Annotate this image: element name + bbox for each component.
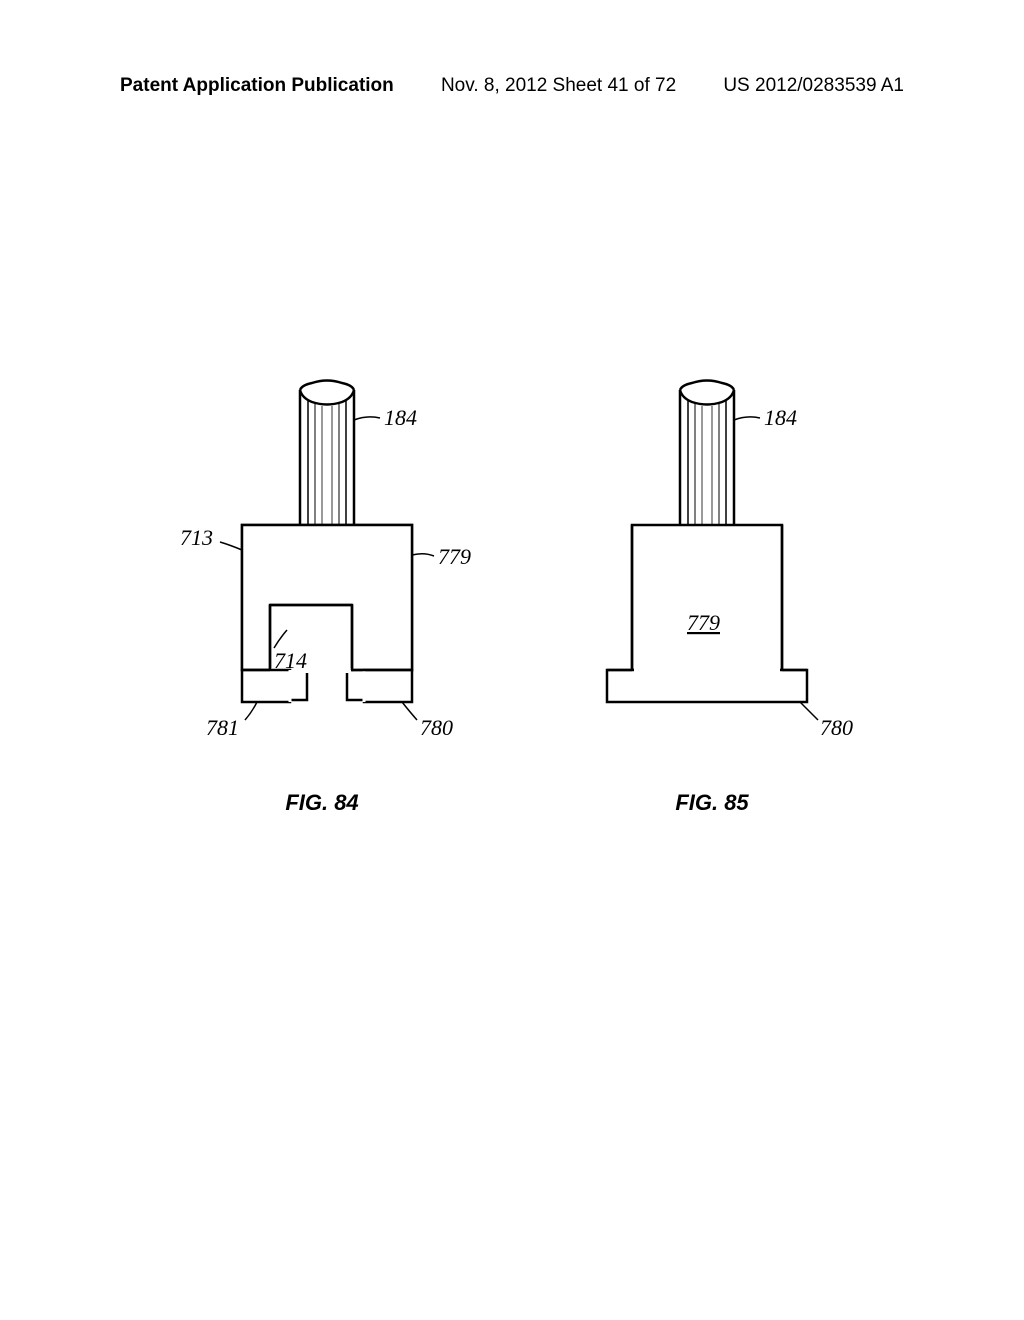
fig84-label-714: 714 [274,648,307,673]
fig85-label-780: 780 [820,715,853,740]
fig85-label-184: 184 [764,405,797,430]
header-date-sheet: Nov. 8, 2012 Sheet 41 of 72 [441,75,676,97]
fig84-drawing: 184 779 713 714 781 780 [152,380,492,740]
fig84-label-184: 184 [384,405,417,430]
fig84-label-781: 781 [206,715,239,740]
fig85-caption: FIG. 85 [675,790,748,816]
fig84-caption: FIG. 84 [285,790,358,816]
fig84-label-780: 780 [420,715,453,740]
figure-85: 779 184 780 FIG. 85 [552,380,872,816]
fig85-drawing: 779 184 780 [552,380,872,740]
fig84-label-713: 713 [180,525,213,550]
header-patent-number: US 2012/0283539 A1 [723,75,904,97]
figure-84: 184 779 713 714 781 780 FIG. 84 [152,380,492,816]
fig84-label-779: 779 [438,544,471,569]
fig85-label-779: 779 [687,610,720,635]
header-publication: Patent Application Publication [120,75,394,97]
